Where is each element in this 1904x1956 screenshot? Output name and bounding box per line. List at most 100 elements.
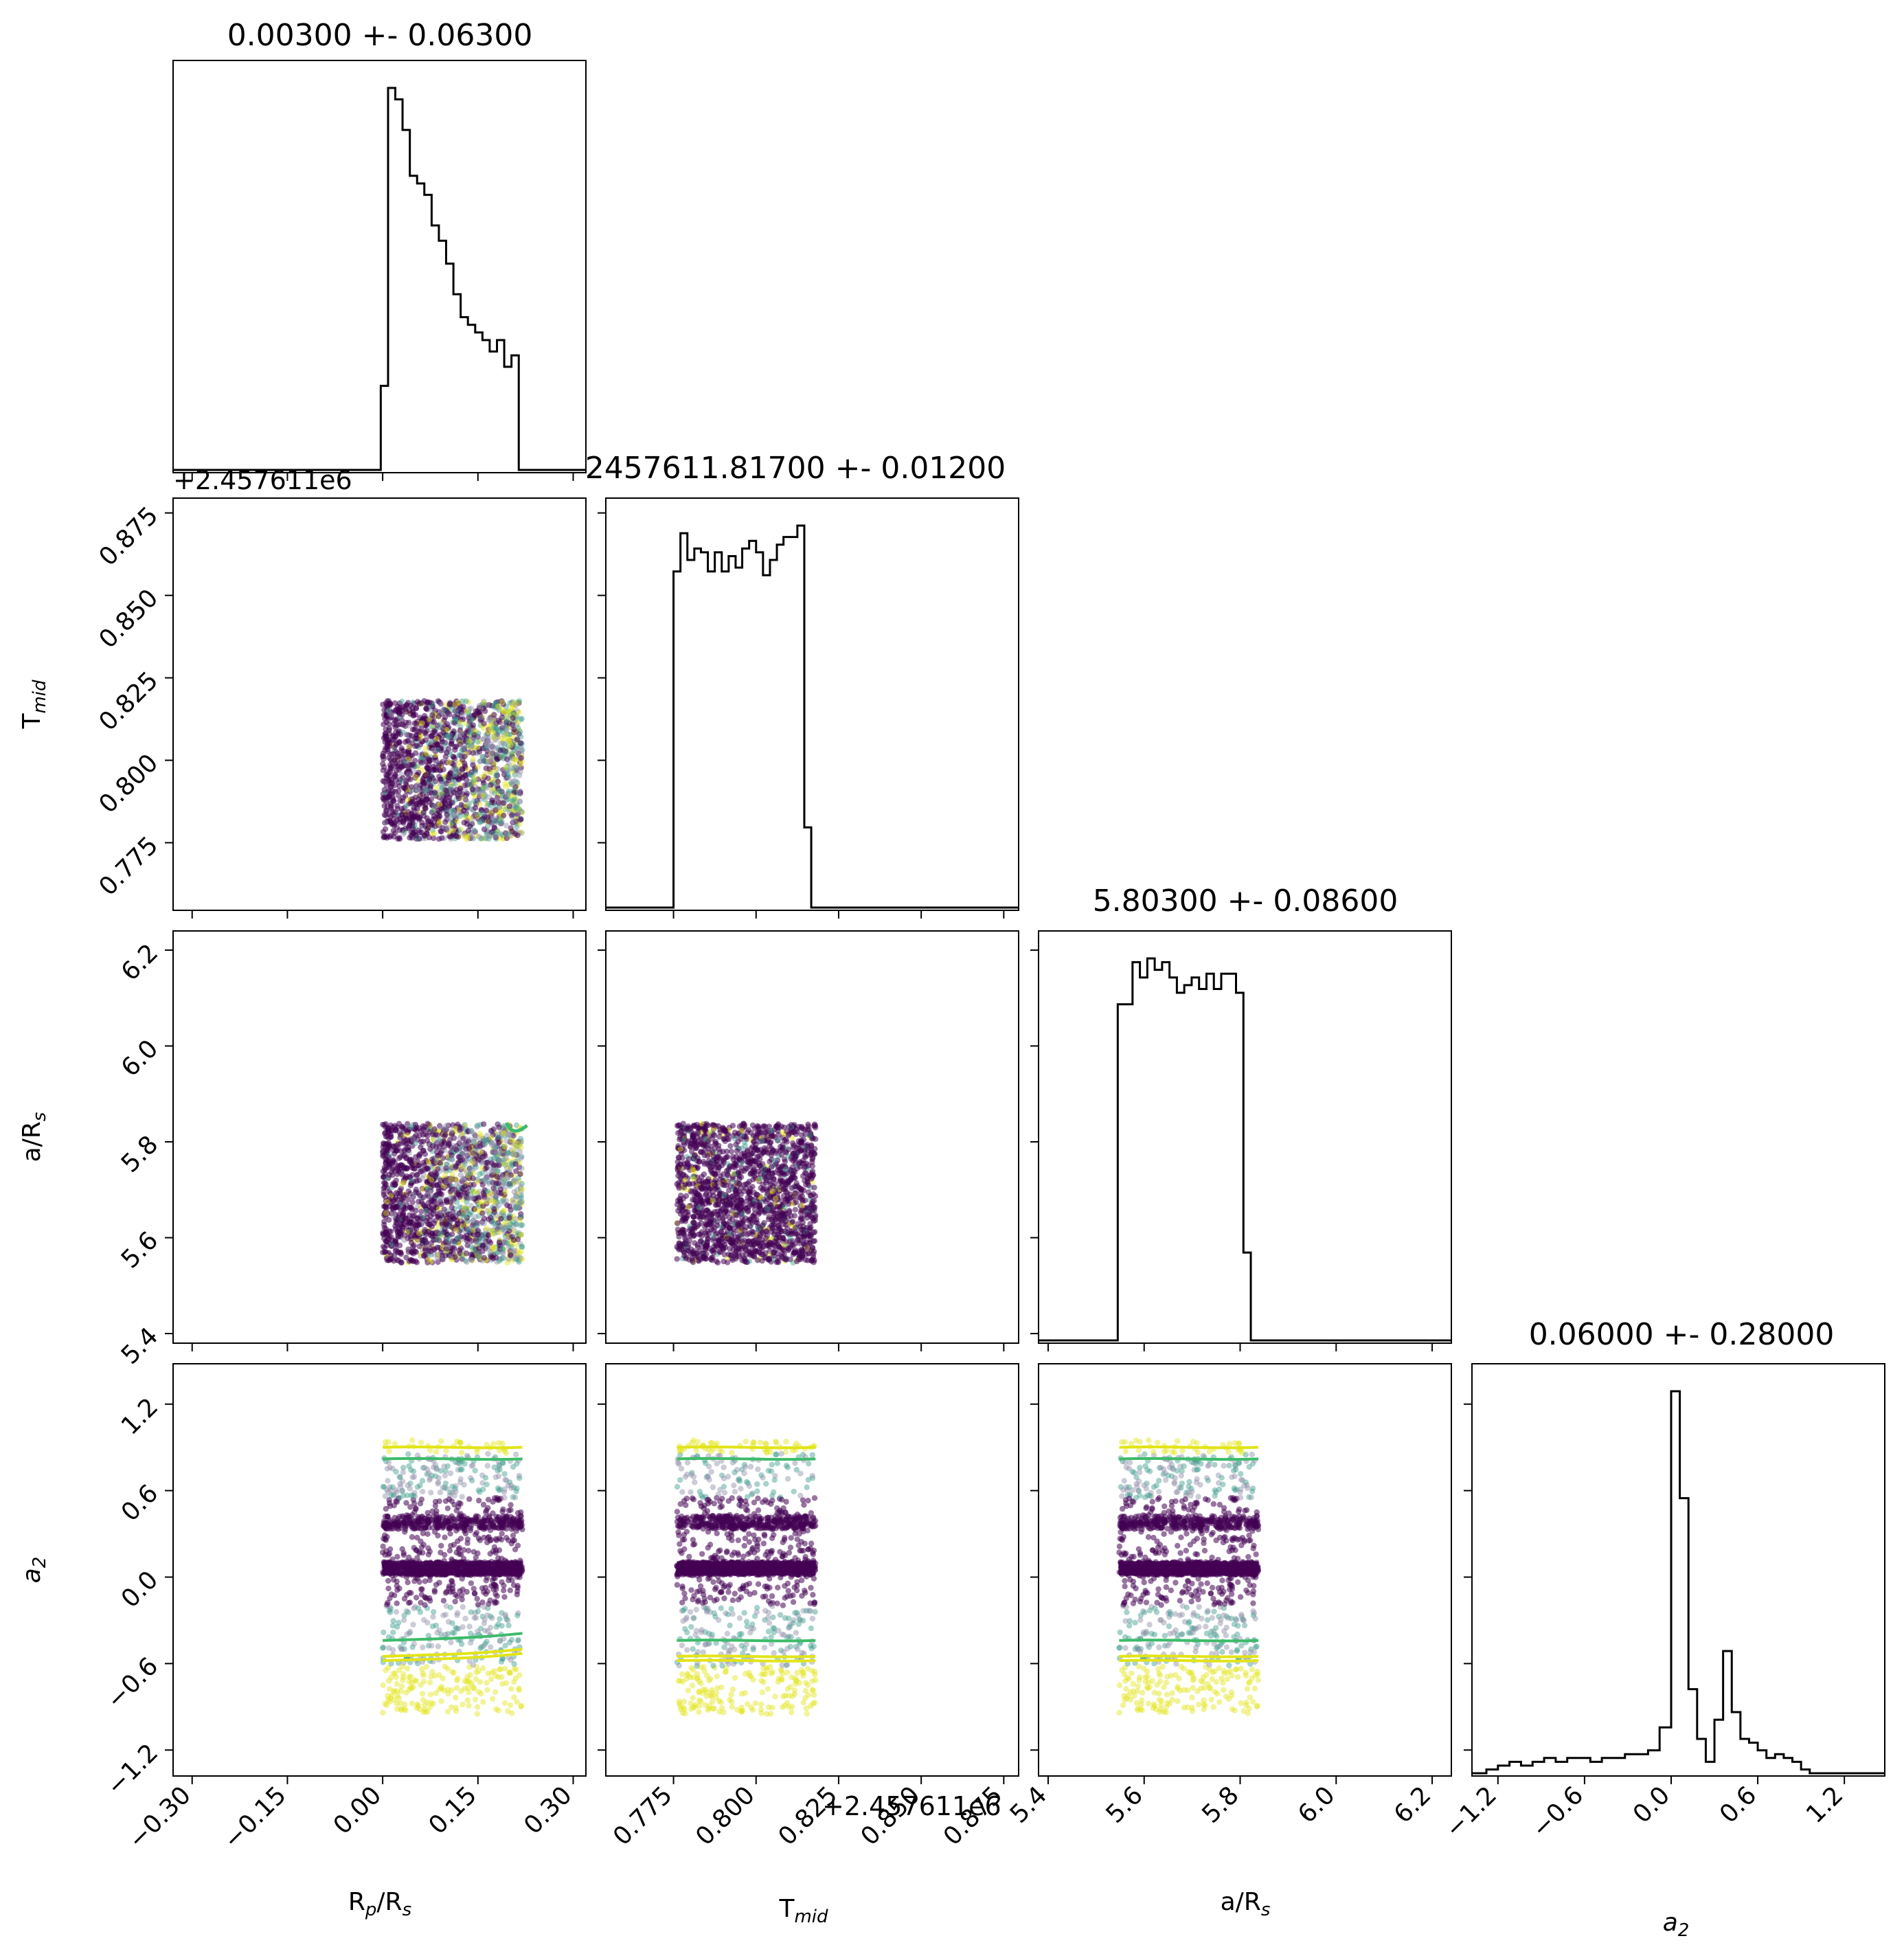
scatter-point <box>451 1188 457 1194</box>
scatter-point <box>506 803 512 809</box>
scatter-point <box>444 710 451 716</box>
scatter-point <box>500 710 506 717</box>
scatter-point <box>470 1217 476 1224</box>
scatter-point <box>388 765 394 772</box>
scatter-point <box>392 1204 399 1211</box>
scatter-point <box>809 1163 816 1169</box>
scatter-point <box>385 1154 392 1160</box>
scatter-point <box>481 771 488 777</box>
scatter-point <box>406 744 412 750</box>
scatter-point <box>399 1123 405 1130</box>
scatter-point <box>459 1163 465 1170</box>
scatter-point <box>464 708 471 715</box>
scatter-point <box>504 718 510 724</box>
scatter-point <box>501 1143 508 1150</box>
scatter-point <box>382 1180 388 1187</box>
scatter-point <box>441 1143 447 1150</box>
scatter-point <box>399 812 405 818</box>
scatter-point <box>472 793 478 799</box>
scatter-point <box>467 772 473 778</box>
scatter-point <box>442 1133 448 1140</box>
scatter-point <box>430 808 436 815</box>
scatter-point <box>488 1135 495 1141</box>
scatter-point <box>453 1147 460 1153</box>
scatter-point <box>435 713 442 719</box>
scatter-point <box>437 1209 443 1216</box>
scatter-point <box>451 728 457 734</box>
scatter-point <box>452 701 458 708</box>
scatter-point <box>501 1178 507 1184</box>
scatter-point <box>438 701 444 708</box>
scatter-point <box>470 762 476 768</box>
scatter-rp_rs-t_mid <box>379 698 525 842</box>
scatter-point <box>475 776 481 783</box>
scatter-point <box>423 750 430 757</box>
scatter-point <box>422 788 429 794</box>
scatter-point <box>755 1226 762 1233</box>
scatter-point <box>462 787 468 793</box>
scatter-point <box>468 1257 475 1263</box>
scatter-point <box>509 699 516 705</box>
panel-frame <box>172 930 587 1344</box>
scatter-point <box>434 1229 441 1235</box>
scatter-point <box>412 712 419 718</box>
scatter-point <box>410 1162 416 1169</box>
scatter-point <box>398 1259 405 1266</box>
y-tick-label-t_mid: 0.825 <box>93 666 163 737</box>
scatter-point <box>422 1228 428 1235</box>
scatter-point <box>489 769 495 776</box>
scatter-point <box>382 819 389 826</box>
scatter-point <box>469 1158 475 1164</box>
scatter-point <box>488 788 495 795</box>
scatter-point <box>477 739 483 745</box>
scatter-point <box>498 1215 504 1222</box>
scatter-point <box>418 1199 424 1205</box>
scatter-point <box>471 712 478 719</box>
scatter-point <box>490 1126 497 1132</box>
scatter-point <box>450 827 456 833</box>
scatter-point <box>478 714 485 720</box>
scatter-point <box>389 759 395 765</box>
scatter-point <box>518 761 524 767</box>
scatter-point <box>434 1236 441 1242</box>
scatter-point <box>424 1179 430 1185</box>
scatter-point <box>446 800 453 807</box>
scatter-point <box>444 824 451 831</box>
scatter-point <box>422 729 429 735</box>
scatter-point <box>512 1144 519 1150</box>
scatter-point <box>389 1256 395 1263</box>
scatter-point <box>518 816 524 822</box>
scatter-point <box>392 1182 398 1188</box>
scatter-point <box>479 1170 486 1176</box>
scatter-point <box>771 1157 778 1164</box>
scatter-point <box>420 800 427 806</box>
scatter-point <box>387 702 393 709</box>
scatter-point <box>512 702 519 708</box>
scatter-point <box>435 1166 441 1172</box>
scatter-point <box>423 705 429 712</box>
scatter-point <box>437 780 444 787</box>
scatter-point <box>413 1207 419 1214</box>
scatter-point <box>412 1121 419 1128</box>
scatter-point <box>460 1136 466 1142</box>
scatter-point <box>449 1171 456 1178</box>
scatter-point <box>495 800 502 806</box>
scatter-point <box>519 747 525 753</box>
scatter-point <box>408 762 415 768</box>
scatter-point <box>493 1188 499 1194</box>
scatter-point <box>475 1156 482 1163</box>
scatter-point <box>383 1255 390 1261</box>
scatter-point <box>419 1168 425 1174</box>
y-tick-label-a_rs: 5.8 <box>116 1130 163 1178</box>
scatter-point <box>467 815 474 822</box>
scatter-point <box>476 1199 482 1205</box>
scatter-point <box>419 1176 426 1182</box>
scatter-point <box>431 767 438 773</box>
scatter-point <box>457 1194 463 1200</box>
scatter-point <box>450 820 456 826</box>
scatter-point <box>479 788 486 795</box>
scatter-point <box>384 1199 390 1205</box>
scatter-point <box>396 710 403 717</box>
scatter-point <box>380 1173 387 1180</box>
scatter-point <box>514 767 520 774</box>
